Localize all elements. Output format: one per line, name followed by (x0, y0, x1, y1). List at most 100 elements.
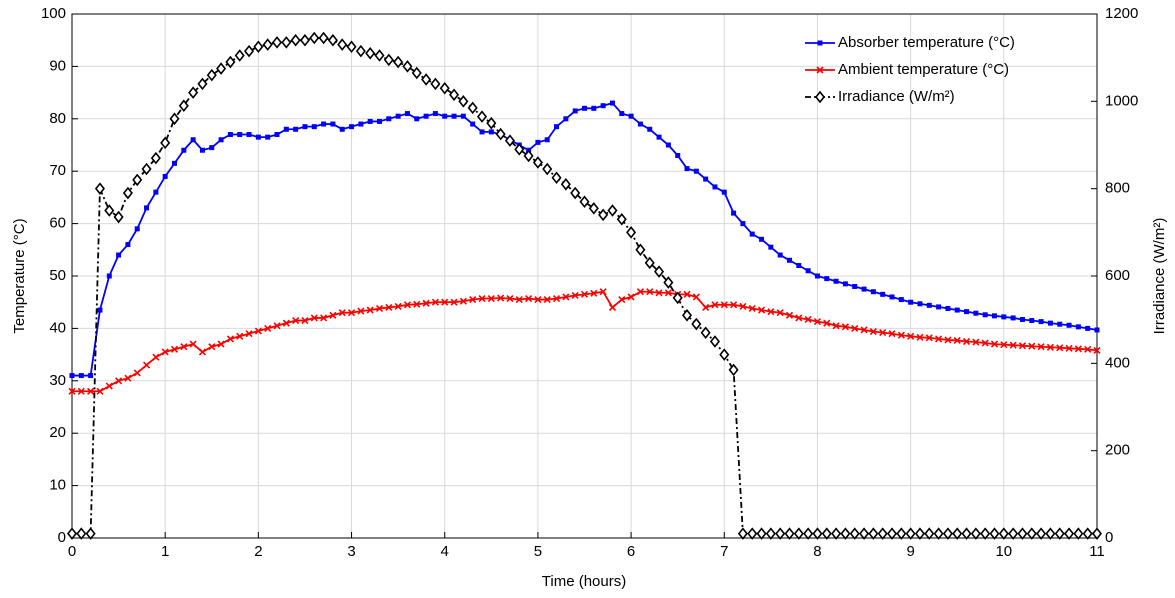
marker (327, 33, 338, 47)
marker (355, 44, 366, 58)
marker (560, 178, 571, 191)
marker (731, 210, 737, 216)
marker (636, 288, 644, 296)
marker (226, 335, 234, 343)
marker (989, 527, 1000, 540)
marker (849, 527, 860, 540)
marker (571, 291, 579, 299)
marker (1018, 342, 1027, 350)
x-tick-label: 2 (254, 543, 262, 560)
marker (926, 302, 932, 308)
marker (787, 257, 792, 263)
marker (1046, 343, 1054, 351)
y2-tick-label: 1000 (1105, 92, 1138, 109)
marker (628, 113, 634, 119)
marker (142, 361, 151, 369)
marker (68, 387, 76, 395)
marker (831, 527, 842, 540)
marker (767, 308, 775, 316)
marker (85, 527, 96, 540)
marker (897, 331, 905, 339)
marker (423, 113, 429, 119)
marker (302, 124, 308, 130)
legend-label: Ambient temperature (°C) (838, 61, 1009, 78)
marker (907, 332, 915, 340)
marker (756, 527, 767, 540)
marker (374, 49, 385, 62)
marker (523, 149, 534, 163)
plot-frame (71, 13, 1098, 539)
marker (757, 306, 766, 314)
y2-axis-label: Irradiance (W/m²) (1151, 218, 1168, 335)
marker (933, 527, 944, 540)
marker (431, 298, 439, 306)
marker (1010, 315, 1016, 321)
marker (803, 527, 814, 540)
marker (1045, 527, 1056, 540)
marker (821, 527, 832, 540)
marker (253, 40, 264, 54)
marker (161, 348, 169, 356)
marker (1057, 321, 1063, 327)
marker (245, 330, 253, 338)
marker (190, 137, 196, 143)
marker (87, 387, 95, 395)
marker (681, 309, 693, 322)
marker (784, 527, 795, 540)
marker (181, 147, 187, 153)
marker (656, 134, 662, 140)
marker (879, 329, 887, 337)
marker (132, 173, 143, 187)
marker (898, 297, 904, 303)
marker (823, 319, 831, 327)
marker (329, 311, 337, 319)
x-axis-label: Time (hours) (542, 573, 626, 590)
x-tick-label: 1 (161, 543, 169, 560)
marker (237, 132, 243, 138)
marker (1000, 341, 1008, 349)
marker (180, 343, 188, 351)
marker (255, 134, 261, 140)
x-tick-label: 0 (68, 543, 76, 560)
marker (1001, 314, 1007, 320)
marker (841, 323, 849, 331)
marker (394, 302, 402, 310)
marker (972, 338, 980, 346)
marker (702, 303, 710, 312)
marker (672, 291, 683, 305)
marker (665, 142, 671, 148)
marker (460, 113, 466, 119)
marker (1075, 324, 1081, 330)
marker (1036, 527, 1047, 540)
marker (1054, 527, 1065, 540)
marker (981, 339, 989, 347)
marker (133, 369, 141, 377)
marker (1093, 346, 1101, 354)
marker (877, 527, 888, 540)
marker (793, 527, 804, 540)
marker (209, 145, 215, 151)
marker (234, 49, 245, 62)
marker (225, 55, 236, 69)
marker (609, 100, 615, 106)
marker (990, 340, 999, 348)
marker (535, 139, 541, 145)
marker (532, 156, 543, 169)
marker (627, 293, 635, 301)
y-tick-label: 10 (49, 477, 66, 494)
marker (338, 309, 346, 317)
marker (730, 301, 738, 309)
marker (105, 382, 113, 390)
marker (683, 290, 691, 298)
marker (675, 152, 681, 158)
marker (386, 116, 392, 122)
marker (598, 208, 609, 222)
marker (777, 252, 783, 258)
marker (775, 527, 786, 540)
marker (293, 126, 299, 132)
marker (691, 317, 702, 331)
y2-tick-label: 400 (1105, 354, 1130, 371)
marker (580, 290, 589, 298)
marker (749, 231, 755, 237)
marker (942, 527, 953, 540)
